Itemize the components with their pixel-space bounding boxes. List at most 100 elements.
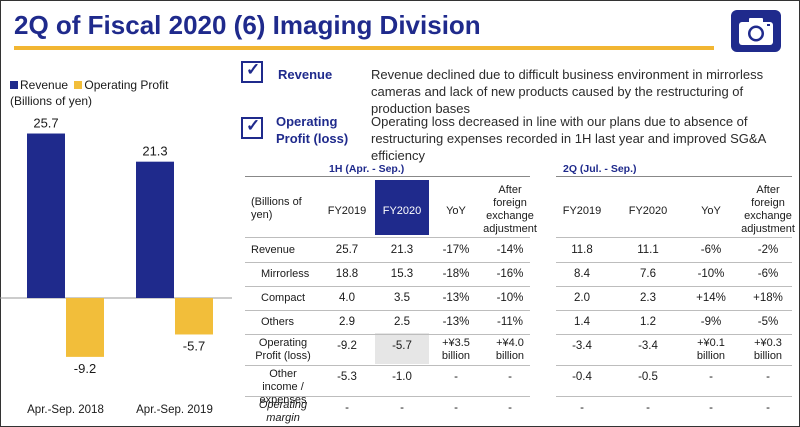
cell-2q-6-3: - [766, 402, 770, 414]
cell-1h-4-1: -5.7 [392, 340, 412, 352]
column-header-2q-3: After foreign exchange adjustment [741, 184, 795, 235]
cell-1h-4-2: +¥3.5 billion [441, 337, 471, 362]
cell-1h-5-3: - [508, 371, 512, 383]
bar-revenue-1 [136, 161, 174, 298]
cell-1h-0-0: 25.7 [335, 244, 359, 256]
legend-swatch-operating-profit [74, 81, 83, 89]
row-divider [556, 334, 792, 335]
cell-2q-2-0: 2.0 [574, 292, 590, 304]
cell-1h-1-2: -18% [442, 268, 470, 280]
cell-1h-6-0: - [345, 402, 349, 414]
cell-2q-4-1: -3.4 [638, 340, 658, 352]
row-divider [245, 310, 530, 311]
bar-revenue-0 [27, 133, 65, 298]
commentary-label-operating-profit: Operating Profit (loss) [276, 114, 349, 146]
cell-2q-5-0: -0.4 [572, 371, 592, 383]
column-header-2q-0: FY2019 [562, 205, 602, 217]
checkbox-revenue: ✓ [241, 60, 263, 83]
cell-2q-3-1: 1.2 [640, 316, 656, 328]
cell-2q-5-1: -0.5 [638, 371, 658, 383]
chart-legend: Revenue Operating Profit (Billions of ye… [10, 77, 168, 109]
category-label-1: Apr.-Sep. 2019 [136, 404, 213, 416]
cell-2q-2-2: +14% [696, 292, 726, 304]
check-mark-icon: ✓ [246, 60, 261, 79]
cell-2q-1-1: 7.6 [640, 268, 656, 280]
row-label-2: Compact [261, 292, 306, 304]
cell-1h-5-2: - [454, 371, 458, 383]
cell-1h-0-3: -14% [496, 244, 524, 256]
cell-1h-2-2: -13% [442, 292, 470, 304]
row-divider [556, 365, 792, 366]
legend-operating-profit: Operating Profit [84, 78, 169, 92]
cell-1h-4-0: -9.2 [337, 340, 357, 352]
table-rule [556, 237, 792, 238]
column-header-1h-0: FY2019 [327, 205, 367, 217]
page-title: 2Q of Fiscal 2020 (6) Imaging Division [14, 10, 481, 40]
cell-2q-1-2: -10% [697, 268, 725, 280]
cell-2q-4-2: +¥0.1 billion [696, 337, 726, 362]
row-label-4: Operating Profit (loss) [255, 337, 311, 362]
section-rule-2q [556, 176, 792, 177]
row-label-3: Others [261, 316, 295, 328]
row-divider [556, 396, 792, 397]
cell-1h-2-0: 4.0 [339, 292, 355, 304]
cell-2q-6-0: - [580, 402, 584, 414]
row-divider [245, 396, 530, 397]
section-1h-header: 1H (Apr. - Sep.) [329, 163, 405, 175]
cell-1h-4-3: +¥4.0 billion [495, 337, 525, 362]
column-header-2q-1: FY2020 [628, 205, 668, 217]
cell-2q-0-3: -2% [757, 244, 779, 256]
cell-2q-2-3: +18% [753, 292, 783, 304]
cell-2q-6-1: - [646, 402, 650, 414]
row-label-0: Revenue [251, 244, 296, 256]
cell-1h-2-3: -10% [496, 292, 524, 304]
cell-2q-1-3: -6% [757, 268, 779, 280]
cell-1h-5-1: -1.0 [392, 371, 412, 383]
cell-1h-1-0: 18.8 [335, 268, 359, 280]
row-divider [245, 262, 530, 263]
row-divider [556, 286, 792, 287]
data-label-revenue-0: 25.7 [33, 116, 58, 131]
cell-1h-3-2: -13% [442, 316, 470, 328]
column-header-1h-3: After foreign exchange adjustment [483, 184, 537, 235]
cell-1h-5-0: -5.3 [337, 371, 357, 383]
section-2q-header: 2Q (Jul. - Sep.) [563, 163, 637, 175]
data-label-revenue-1: 21.3 [142, 144, 167, 159]
legend-unit: (Billions of yen) [10, 94, 93, 108]
column-header-1h-2: YoY [446, 205, 466, 217]
row-divider [245, 286, 530, 287]
cell-1h-3-3: -11% [497, 316, 523, 328]
yoy-shaded-cell [375, 333, 429, 364]
legend-revenue: Revenue [20, 78, 69, 92]
cell-1h-2-1: 3.5 [394, 292, 410, 304]
cell-1h-1-3: -16% [496, 268, 524, 280]
column-header-1h-1: FY2020 [382, 205, 422, 217]
bar-operating-profit-1 [175, 298, 213, 335]
check-mark-icon: ✓ [246, 116, 261, 135]
row-divider [556, 310, 792, 311]
commentary-text-revenue: Revenue declined due to difficult busine… [371, 67, 764, 116]
row-divider [245, 334, 530, 335]
cell-2q-4-3: +¥0.3 billion [753, 337, 783, 362]
cell-2q-0-2: -6% [700, 244, 722, 256]
section-rule-1h [245, 176, 530, 177]
cell-1h-3-0: 2.9 [339, 316, 355, 328]
table-rule [245, 237, 530, 238]
title-underline [14, 46, 714, 50]
cell-1h-0-2: -17% [442, 244, 470, 256]
cell-2q-0-1: 11.1 [637, 244, 659, 256]
cell-1h-3-1: 2.5 [394, 316, 410, 328]
commentary-label-revenue: Revenue [278, 67, 333, 82]
cell-1h-1-1: 15.3 [390, 268, 414, 280]
cell-2q-5-3: - [766, 371, 770, 383]
legend-swatch-revenue [10, 81, 18, 89]
row-divider [245, 365, 530, 366]
cell-2q-1-0: 8.4 [574, 268, 590, 280]
row-label-1: Mirrorless [261, 268, 310, 280]
category-label-0: Apr.-Sep. 2018 [27, 404, 104, 416]
table-unit-label: (Billions of yen) [251, 196, 302, 221]
camera-icon [731, 10, 781, 52]
cell-2q-0-0: 11.8 [571, 244, 593, 256]
cell-1h-0-1: 21.3 [390, 244, 414, 256]
legend-row: Revenue Operating Profit [10, 77, 168, 93]
